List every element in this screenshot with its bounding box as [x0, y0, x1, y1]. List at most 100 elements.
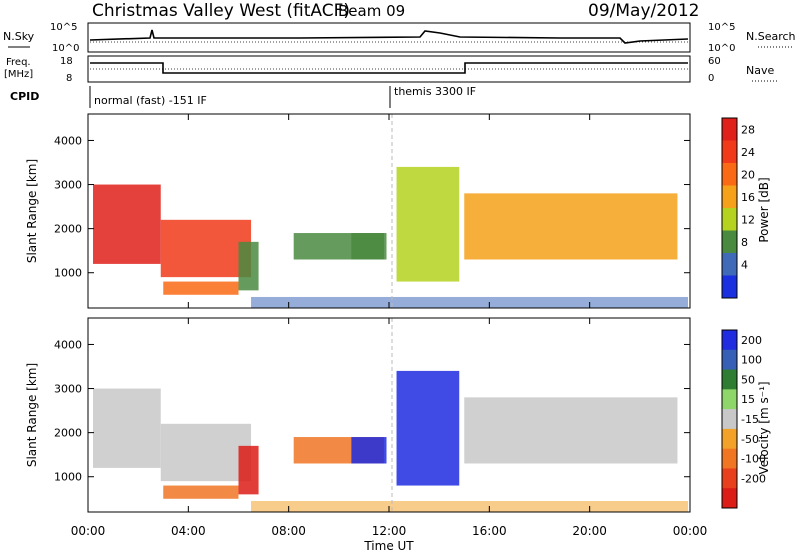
velocity-data-layer [93, 370, 688, 512]
colorbar-segment [722, 163, 737, 186]
power-echo-region [396, 166, 460, 282]
colorbar-tick-label: 4 [741, 258, 748, 271]
velocity-echo-region [160, 423, 252, 482]
nsky-tick-top: 10^5 [50, 22, 77, 33]
x-tick-label: 04:00 [171, 524, 206, 538]
freq-label: Freq. [6, 57, 31, 68]
x-tick-label: 00:00 [71, 524, 106, 538]
colorbar-tick-label: -100 [741, 453, 766, 466]
x-tick-label: 20:00 [572, 524, 607, 538]
power-echo-region [93, 184, 161, 264]
nsky-panel: N.Sky 10^5 10^0 10^5 10^0 N.Search [3, 22, 796, 54]
radar-title: Christmas Valley West (fitACF) [92, 1, 350, 21]
freq-frame [87, 55, 691, 83]
cpid-mode-1: normal (fast) -151 IF [94, 94, 207, 107]
velocity-echo-region [464, 397, 678, 464]
beam-label: Beam 09 [338, 2, 405, 20]
nsearch-tick-top: 10^5 [708, 22, 735, 33]
freq-tick-bottom: 8 [66, 73, 72, 84]
colorbar-tick-label: -200 [741, 472, 766, 485]
colorbar-tick-label: 50 [741, 373, 755, 386]
colorbar-segment [722, 185, 737, 209]
colorbar-segment [722, 275, 737, 299]
time-axis-title: Time UT [363, 539, 414, 553]
colorbar-segment [722, 409, 737, 430]
colorbar-segment [722, 468, 737, 489]
power-echo-region [464, 193, 678, 260]
colorbar-tick-label: 15 [741, 393, 755, 406]
velocity-colorbar-label: Velocity [m s⁻¹] [757, 381, 771, 474]
freq-tick-top: 18 [60, 56, 73, 67]
cpid-mode-2: themis 3300 IF [394, 85, 476, 98]
nsky-frame [87, 22, 691, 53]
power-colorbar: 28 24 20 16 12 8 4 [721, 117, 755, 299]
colorbar-segment [722, 118, 737, 141]
colorbar-segment [722, 208, 737, 231]
colorbar-segment [722, 230, 737, 254]
colorbar-tick-label: -15 [741, 413, 759, 426]
colorbar-segment [722, 140, 737, 164]
colorbar-tick-label: 28 [741, 123, 755, 136]
time-axis-labels: 00:00 04:00 08:00 12:00 16:00 20:00 00:00 [71, 524, 708, 538]
nsky-trace [89, 29, 689, 44]
colorbar-segment [722, 349, 737, 371]
freq-trace [90, 62, 688, 74]
nave-tick-bottom: 0 [708, 73, 714, 84]
date-label: 09/May/2012 [588, 1, 700, 21]
colorbar-tick-label: 8 [741, 236, 748, 249]
velocity-y-axis: 4000 3000 2000 1000 [54, 338, 690, 484]
colorbar-tick-label: 100 [741, 354, 762, 367]
power-echo-region [351, 233, 387, 260]
velocity-y-axis-label: Slant Range [km] [25, 363, 39, 467]
velocity-echo-region [163, 485, 239, 499]
velocity-near-range-strip [251, 500, 688, 512]
power-echo-region [160, 219, 252, 278]
colorbar-segment [722, 369, 737, 390]
nave-tick-top: 60 [708, 56, 721, 67]
y-tick-label: 1000 [54, 471, 82, 484]
velocity-echo-region [351, 437, 387, 464]
colorbar-tick-label: 200 [741, 334, 762, 347]
y-tick-label: 1000 [54, 267, 82, 280]
nsearch-tick-bottom: 10^0 [708, 43, 735, 54]
power-near-range-strip [251, 296, 688, 308]
x-tick-label: 12:00 [372, 524, 407, 538]
cpid-panel: CPID normal (fast) -151 IF themis 3300 I… [10, 85, 476, 108]
freq-unit-label: [MHz] [4, 69, 33, 80]
power-y-axis-label: Slant Range [km] [25, 159, 39, 263]
x-tick-label: 08:00 [271, 524, 306, 538]
y-tick-label: 4000 [54, 134, 82, 147]
colorbar-segment [722, 448, 737, 469]
velocity-echo-region [396, 370, 460, 486]
y-tick-label: 3000 [54, 179, 82, 192]
y-tick-label: 2000 [54, 223, 82, 236]
velocity-colorbar: 200 100 50 15 -15 -50 -100 -200 [721, 329, 766, 509]
x-tick-label: 00:00 [673, 524, 708, 538]
power-panel: 4000 3000 2000 1000 Slant Range [km] [25, 113, 691, 309]
power-data-layer [93, 166, 688, 308]
power-echo-region [238, 241, 259, 291]
velocity-x-axis [87, 318, 691, 512]
colorbar-tick-label: 20 [741, 168, 755, 181]
colorbar-frame [721, 117, 738, 299]
velocity-panel: 4000 3000 2000 1000 Slant Range [km] [25, 317, 691, 513]
x-tick-label: 16:00 [472, 524, 507, 538]
power-y-axis: 4000 3000 2000 1000 [54, 134, 690, 280]
colorbar-tick-label: 12 [741, 213, 755, 226]
power-colorbar-label: Power [dB] [757, 177, 771, 242]
colorbar-frame [721, 329, 738, 509]
colorbar-tick-label: 16 [741, 191, 755, 204]
colorbar-segment [722, 330, 737, 351]
colorbar-segment [722, 389, 737, 410]
y-tick-label: 2000 [54, 427, 82, 440]
power-x-axis [87, 114, 691, 308]
colorbar-segment [722, 488, 737, 509]
nsky-tick-bottom: 10^0 [52, 43, 79, 54]
colorbar-tick-label: -50 [741, 433, 759, 446]
y-tick-label: 3000 [54, 383, 82, 396]
power-echo-region [163, 281, 239, 295]
freq-panel: Freq. [MHz] 18 8 60 0 Nave [4, 55, 778, 84]
nsky-label: N.Sky [3, 30, 35, 43]
nave-label: Nave [746, 64, 774, 77]
